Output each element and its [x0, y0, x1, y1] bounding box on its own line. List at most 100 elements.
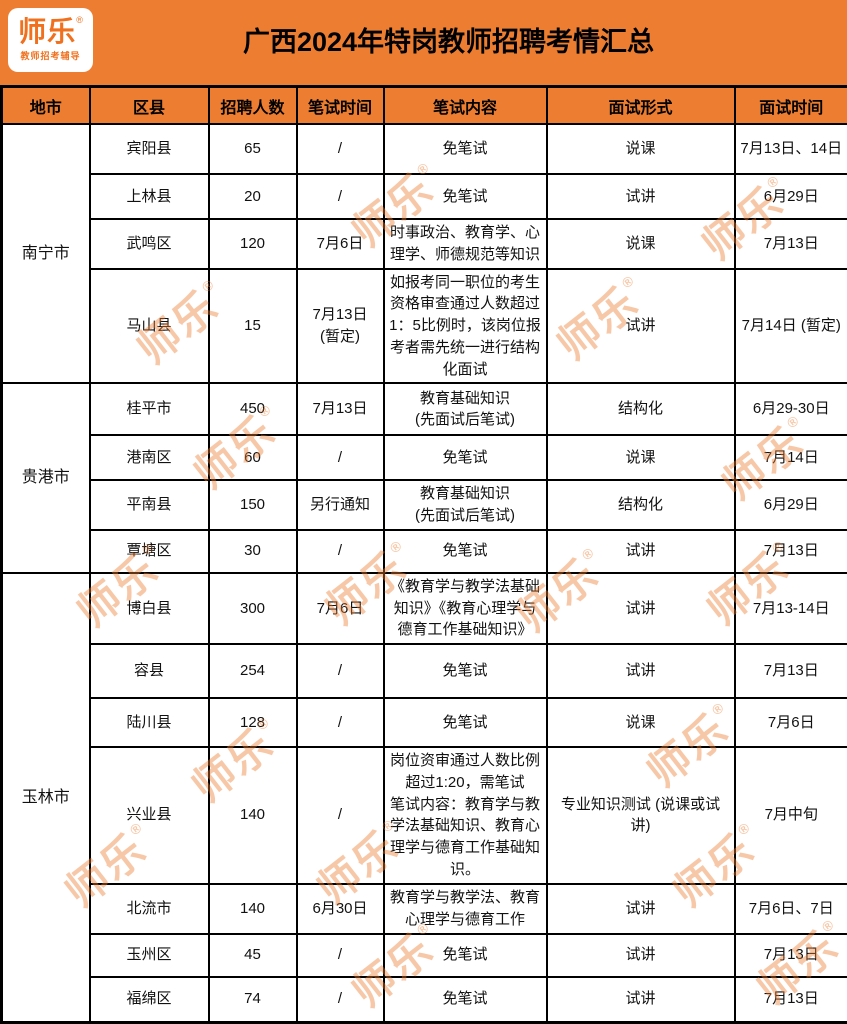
table-row: 马山县 15 7月13日 (暂定) 如报考同一职位的考生资格审查通过人数超过1：…: [2, 269, 847, 384]
count-cell: 450: [209, 383, 297, 435]
written-exam-time-cell: /: [297, 934, 384, 977]
table-row: 武鸣区 120 7月6日 时事政治、教育学、心理学、师德规范等知识 说课 7月1…: [2, 219, 847, 269]
written-exam-content-cell: 免笔试: [384, 530, 547, 573]
district-cell: 桂平市: [90, 383, 209, 435]
count-cell: 30: [209, 530, 297, 573]
interview-time-cell: 7月13-14日: [735, 573, 847, 644]
table-row: 南宁市 宾阳县 65 / 免笔试 说课 7月13日、14日: [2, 124, 847, 174]
col-header-interview-time: 面试时间: [735, 87, 847, 125]
written-exam-content-cell: 教育基础知识 (先面试后笔试): [384, 383, 547, 435]
interview-time-cell: 7月13日: [735, 934, 847, 977]
district-cell: 上林县: [90, 174, 209, 219]
written-exam-content-cell: 如报考同一职位的考生资格审查通过人数超过1：5比例时，该岗位报考者需先统一进行结…: [384, 269, 547, 384]
written-exam-time-cell: 7月13日: [297, 383, 384, 435]
written-exam-content-cell: 免笔试: [384, 644, 547, 698]
written-exam-time-cell: /: [297, 698, 384, 747]
district-cell: 福绵区: [90, 977, 209, 1023]
page-title: 广西2024年特岗教师招聘考情汇总: [50, 0, 847, 85]
district-cell: 覃塘区: [90, 530, 209, 573]
table-row: 上林县 20 / 免笔试 试讲 6月29日: [2, 174, 847, 219]
count-cell: 60: [209, 435, 297, 480]
interview-form-cell: 结构化: [547, 480, 735, 530]
table-row: 北流市 140 6月30日 教育学与教学法、教育心理学与德育工作 试讲 7月6日…: [2, 884, 847, 934]
district-cell: 港南区: [90, 435, 209, 480]
interview-time-cell: 7月13日、14日: [735, 124, 847, 174]
district-cell: 平南县: [90, 480, 209, 530]
written-exam-time-cell: /: [297, 174, 384, 219]
interview-time-cell: 7月13日: [735, 644, 847, 698]
title-banner: 师乐® 教师招考辅导 广西2024年特岗教师招聘考情汇总: [0, 0, 847, 85]
written-exam-content-cell: 岗位资审通过人数比例超过1:20，需笔试 笔试内容：教育学与教学法基础知识、教育…: [384, 747, 547, 884]
district-cell: 北流市: [90, 884, 209, 934]
interview-time-cell: 7月13日: [735, 977, 847, 1023]
interview-form-cell: 试讲: [547, 269, 735, 384]
written-exam-content-cell: 免笔试: [384, 174, 547, 219]
interview-form-cell: 试讲: [547, 934, 735, 977]
city-cell: 贵港市: [2, 383, 90, 573]
interview-form-cell: 试讲: [547, 174, 735, 219]
city-cell: 玉林市: [2, 573, 90, 1023]
col-header-interview-form: 面试形式: [547, 87, 735, 125]
count-cell: 128: [209, 698, 297, 747]
district-cell: 兴业县: [90, 747, 209, 884]
district-cell: 陆川县: [90, 698, 209, 747]
district-cell: 博白县: [90, 573, 209, 644]
col-header-city: 地市: [2, 87, 90, 125]
interview-form-cell: 说课: [547, 435, 735, 480]
col-header-count: 招聘人数: [209, 87, 297, 125]
header-row: 地市 区县 招聘人数 笔试时间 笔试内容 面试形式 面试时间: [2, 87, 847, 125]
table-row: 覃塘区 30 / 免笔试 试讲 7月13日: [2, 530, 847, 573]
written-exam-time-cell: 7月13日 (暂定): [297, 269, 384, 384]
written-exam-content-cell: 教育基础知识 (先面试后笔试): [384, 480, 547, 530]
count-cell: 120: [209, 219, 297, 269]
district-cell: 玉州区: [90, 934, 209, 977]
interview-form-cell: 说课: [547, 124, 735, 174]
written-exam-content-cell: 免笔试: [384, 977, 547, 1023]
city-cell: 南宁市: [2, 124, 90, 383]
table-row: 福绵区 74 / 免笔试 试讲 7月13日: [2, 977, 847, 1023]
interview-time-cell: 6月29-30日: [735, 383, 847, 435]
table-row: 贵港市 桂平市 450 7月13日 教育基础知识 (先面试后笔试) 结构化 6月…: [2, 383, 847, 435]
written-exam-content-cell: 免笔试: [384, 435, 547, 480]
col-header-district: 区县: [90, 87, 209, 125]
interview-time-cell: 7月14日 (暂定): [735, 269, 847, 384]
written-exam-time-cell: /: [297, 644, 384, 698]
interview-form-cell: 试讲: [547, 573, 735, 644]
col-header-written-content: 笔试内容: [384, 87, 547, 125]
table-row: 平南县 150 另行通知 教育基础知识 (先面试后笔试) 结构化 6月29日: [2, 480, 847, 530]
count-cell: 140: [209, 747, 297, 884]
written-exam-time-cell: 6月30日: [297, 884, 384, 934]
interview-form-cell: 结构化: [547, 383, 735, 435]
recruitment-table: 地市 区县 招聘人数 笔试时间 笔试内容 面试形式 面试时间 南宁市 宾阳县 6…: [0, 85, 847, 1024]
written-exam-content-cell: 免笔试: [384, 934, 547, 977]
table-row: 港南区 60 / 免笔试 说课 7月14日: [2, 435, 847, 480]
written-exam-time-cell: /: [297, 435, 384, 480]
count-cell: 15: [209, 269, 297, 384]
written-exam-content-cell: 免笔试: [384, 698, 547, 747]
written-exam-time-cell: 7月6日: [297, 573, 384, 644]
table-row: 玉州区 45 / 免笔试 试讲 7月13日: [2, 934, 847, 977]
written-exam-time-cell: /: [297, 124, 384, 174]
count-cell: 65: [209, 124, 297, 174]
district-cell: 容县: [90, 644, 209, 698]
interview-form-cell: 专业知识测试 (说课或试讲): [547, 747, 735, 884]
count-cell: 150: [209, 480, 297, 530]
table-row: 陆川县 128 / 免笔试 说课 7月6日: [2, 698, 847, 747]
table-row: 容县 254 / 免笔试 试讲 7月13日: [2, 644, 847, 698]
interview-form-cell: 试讲: [547, 530, 735, 573]
district-cell: 武鸣区: [90, 219, 209, 269]
count-cell: 74: [209, 977, 297, 1023]
interview-form-cell: 说课: [547, 219, 735, 269]
written-exam-content-cell: 《教育学与教学法基础知识》《教育心理学与德育工作基础知识》: [384, 573, 547, 644]
interview-time-cell: 7月6日、7日: [735, 884, 847, 934]
interview-form-cell: 试讲: [547, 884, 735, 934]
interview-form-cell: 试讲: [547, 977, 735, 1023]
count-cell: 20: [209, 174, 297, 219]
interview-form-cell: 试讲: [547, 644, 735, 698]
interview-time-cell: 7月6日: [735, 698, 847, 747]
written-exam-time-cell: /: [297, 747, 384, 884]
col-header-written-time: 笔试时间: [297, 87, 384, 125]
interview-form-cell: 说课: [547, 698, 735, 747]
count-cell: 45: [209, 934, 297, 977]
interview-time-cell: 7月中旬: [735, 747, 847, 884]
